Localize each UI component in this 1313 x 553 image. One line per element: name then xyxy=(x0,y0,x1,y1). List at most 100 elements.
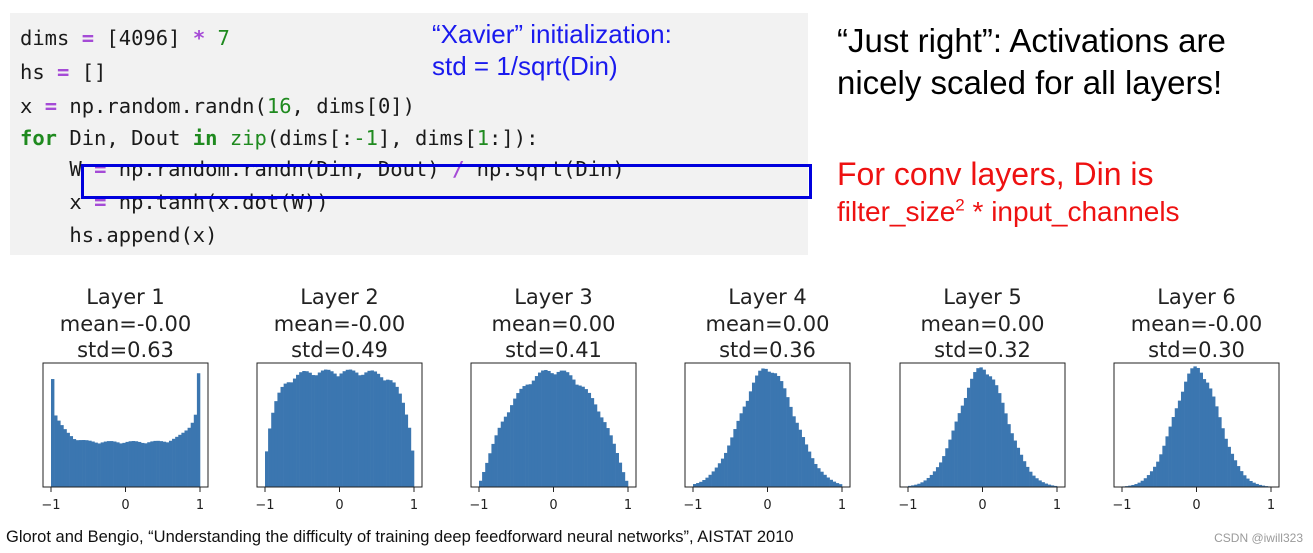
histogram-bar xyxy=(932,471,937,487)
x-tick-label: 1 xyxy=(196,498,204,513)
histogram-bar xyxy=(776,375,781,487)
histogram-bar xyxy=(572,379,576,487)
histogram-bar xyxy=(998,393,1002,487)
histogram-bar xyxy=(94,442,98,487)
conv-line2: filter_size2 * input_channels xyxy=(837,194,1180,230)
chart-mean: mean=-0.00 xyxy=(274,312,406,336)
chart-title: Layer 1 xyxy=(86,285,165,309)
histogram-bar xyxy=(361,374,365,487)
histogram-bar xyxy=(485,462,489,487)
histogram-bar xyxy=(534,376,539,487)
histogram-bar xyxy=(100,442,105,487)
histogram-bar xyxy=(488,453,492,487)
histogram-bar xyxy=(1252,482,1256,487)
histogram-bar xyxy=(829,479,833,487)
histogram-bar xyxy=(783,388,787,487)
histogram-bar xyxy=(1010,433,1014,487)
histogram-bar xyxy=(621,472,626,487)
histogram-bar xyxy=(823,474,827,487)
histogram-bar xyxy=(1001,402,1005,487)
histogram-bar xyxy=(820,471,824,487)
histogram-bar xyxy=(1134,484,1138,487)
histogram-bar xyxy=(386,379,390,487)
conv-filter-size: filter_size xyxy=(837,196,956,227)
histogram-bar xyxy=(939,462,943,487)
histogram-bar xyxy=(550,373,554,487)
histogram-bar xyxy=(960,405,965,487)
histogram-bar xyxy=(407,427,412,487)
code-line-for: for Din, Dout in zip(dims[:-1], dims[1:]… xyxy=(20,121,538,155)
histogram-bar xyxy=(172,438,176,487)
histogram-bar xyxy=(547,370,551,487)
histogram-bar xyxy=(926,477,931,487)
histogram-bar xyxy=(392,382,396,487)
conv-superscript: 2 xyxy=(955,195,965,215)
histogram-bar xyxy=(131,441,136,487)
histogram-bar xyxy=(742,406,747,487)
histogram-bar xyxy=(178,434,182,487)
histogram-bar xyxy=(804,444,809,487)
histogram-bar xyxy=(1187,373,1191,487)
code-token: [] xyxy=(69,60,107,84)
histogram-bar xyxy=(1246,478,1250,487)
chart-title: Layer 4 xyxy=(728,285,807,309)
histogram-bar xyxy=(1025,466,1030,487)
histogram-bar xyxy=(994,385,999,487)
histogram-bar xyxy=(988,376,993,487)
histogram-bar xyxy=(789,406,793,487)
histogram-bar xyxy=(779,381,784,487)
histogram-bar xyxy=(519,388,523,487)
histogram-bar xyxy=(1162,445,1166,487)
histogram-bar xyxy=(302,371,306,487)
histogram-bar xyxy=(271,412,275,487)
chart-std: std=0.41 xyxy=(505,338,602,362)
histogram-bar xyxy=(606,428,610,487)
code-operator: = xyxy=(81,26,95,50)
histogram-bar xyxy=(513,398,517,487)
histogram-bar xyxy=(911,485,915,487)
histogram-bar xyxy=(327,369,331,487)
code-number: 1 xyxy=(476,126,490,150)
code-operator: = xyxy=(57,60,70,84)
histogram-bar xyxy=(1184,381,1188,487)
histogram-bar xyxy=(91,441,95,487)
histogram-bar xyxy=(835,483,840,487)
histogram-bar xyxy=(1016,447,1021,487)
xavier-annotation: “Xavier” initialization: std = 1/sqrt(Di… xyxy=(432,18,672,82)
code-token: np.sqrt(Din) xyxy=(464,157,625,181)
chart-std: std=0.36 xyxy=(719,338,816,362)
histogram-bar xyxy=(404,414,409,487)
histogram-bar xyxy=(522,386,526,487)
x-tick-label: 1 xyxy=(1267,498,1275,513)
histogram-bar xyxy=(699,481,703,487)
histogram-bar xyxy=(342,371,346,487)
histogram-bar xyxy=(153,440,157,487)
histogram-bar xyxy=(516,393,520,487)
histogram-bar xyxy=(711,471,716,487)
histogram-bar xyxy=(1022,461,1027,487)
histogram-bar xyxy=(1208,388,1213,487)
histogram-bar xyxy=(945,448,949,487)
histogram-bar xyxy=(1041,482,1045,487)
histogram-bar xyxy=(1038,480,1042,487)
histogram-bar xyxy=(1227,446,1231,487)
code-token: np.random.randn(Din, Dout) xyxy=(106,157,452,181)
histogram-bar xyxy=(1180,391,1185,487)
histogram-bar xyxy=(929,474,934,487)
histogram-bar xyxy=(106,441,111,487)
histogram-bar xyxy=(1243,475,1247,487)
watermark: CSDN @iwill323 xyxy=(1214,531,1303,545)
histogram-bar xyxy=(575,384,579,487)
histogram-bar xyxy=(531,380,536,487)
histogram-bar xyxy=(587,392,592,487)
histogram-bar xyxy=(1233,460,1238,487)
histogram-bar xyxy=(277,392,281,487)
histogram-bar xyxy=(603,422,607,487)
histogram-bar xyxy=(801,437,806,487)
histogram-bar xyxy=(113,441,117,487)
just-right-line2: nicely scaled for all layers! xyxy=(837,64,1223,101)
histogram-bar xyxy=(1190,368,1194,487)
